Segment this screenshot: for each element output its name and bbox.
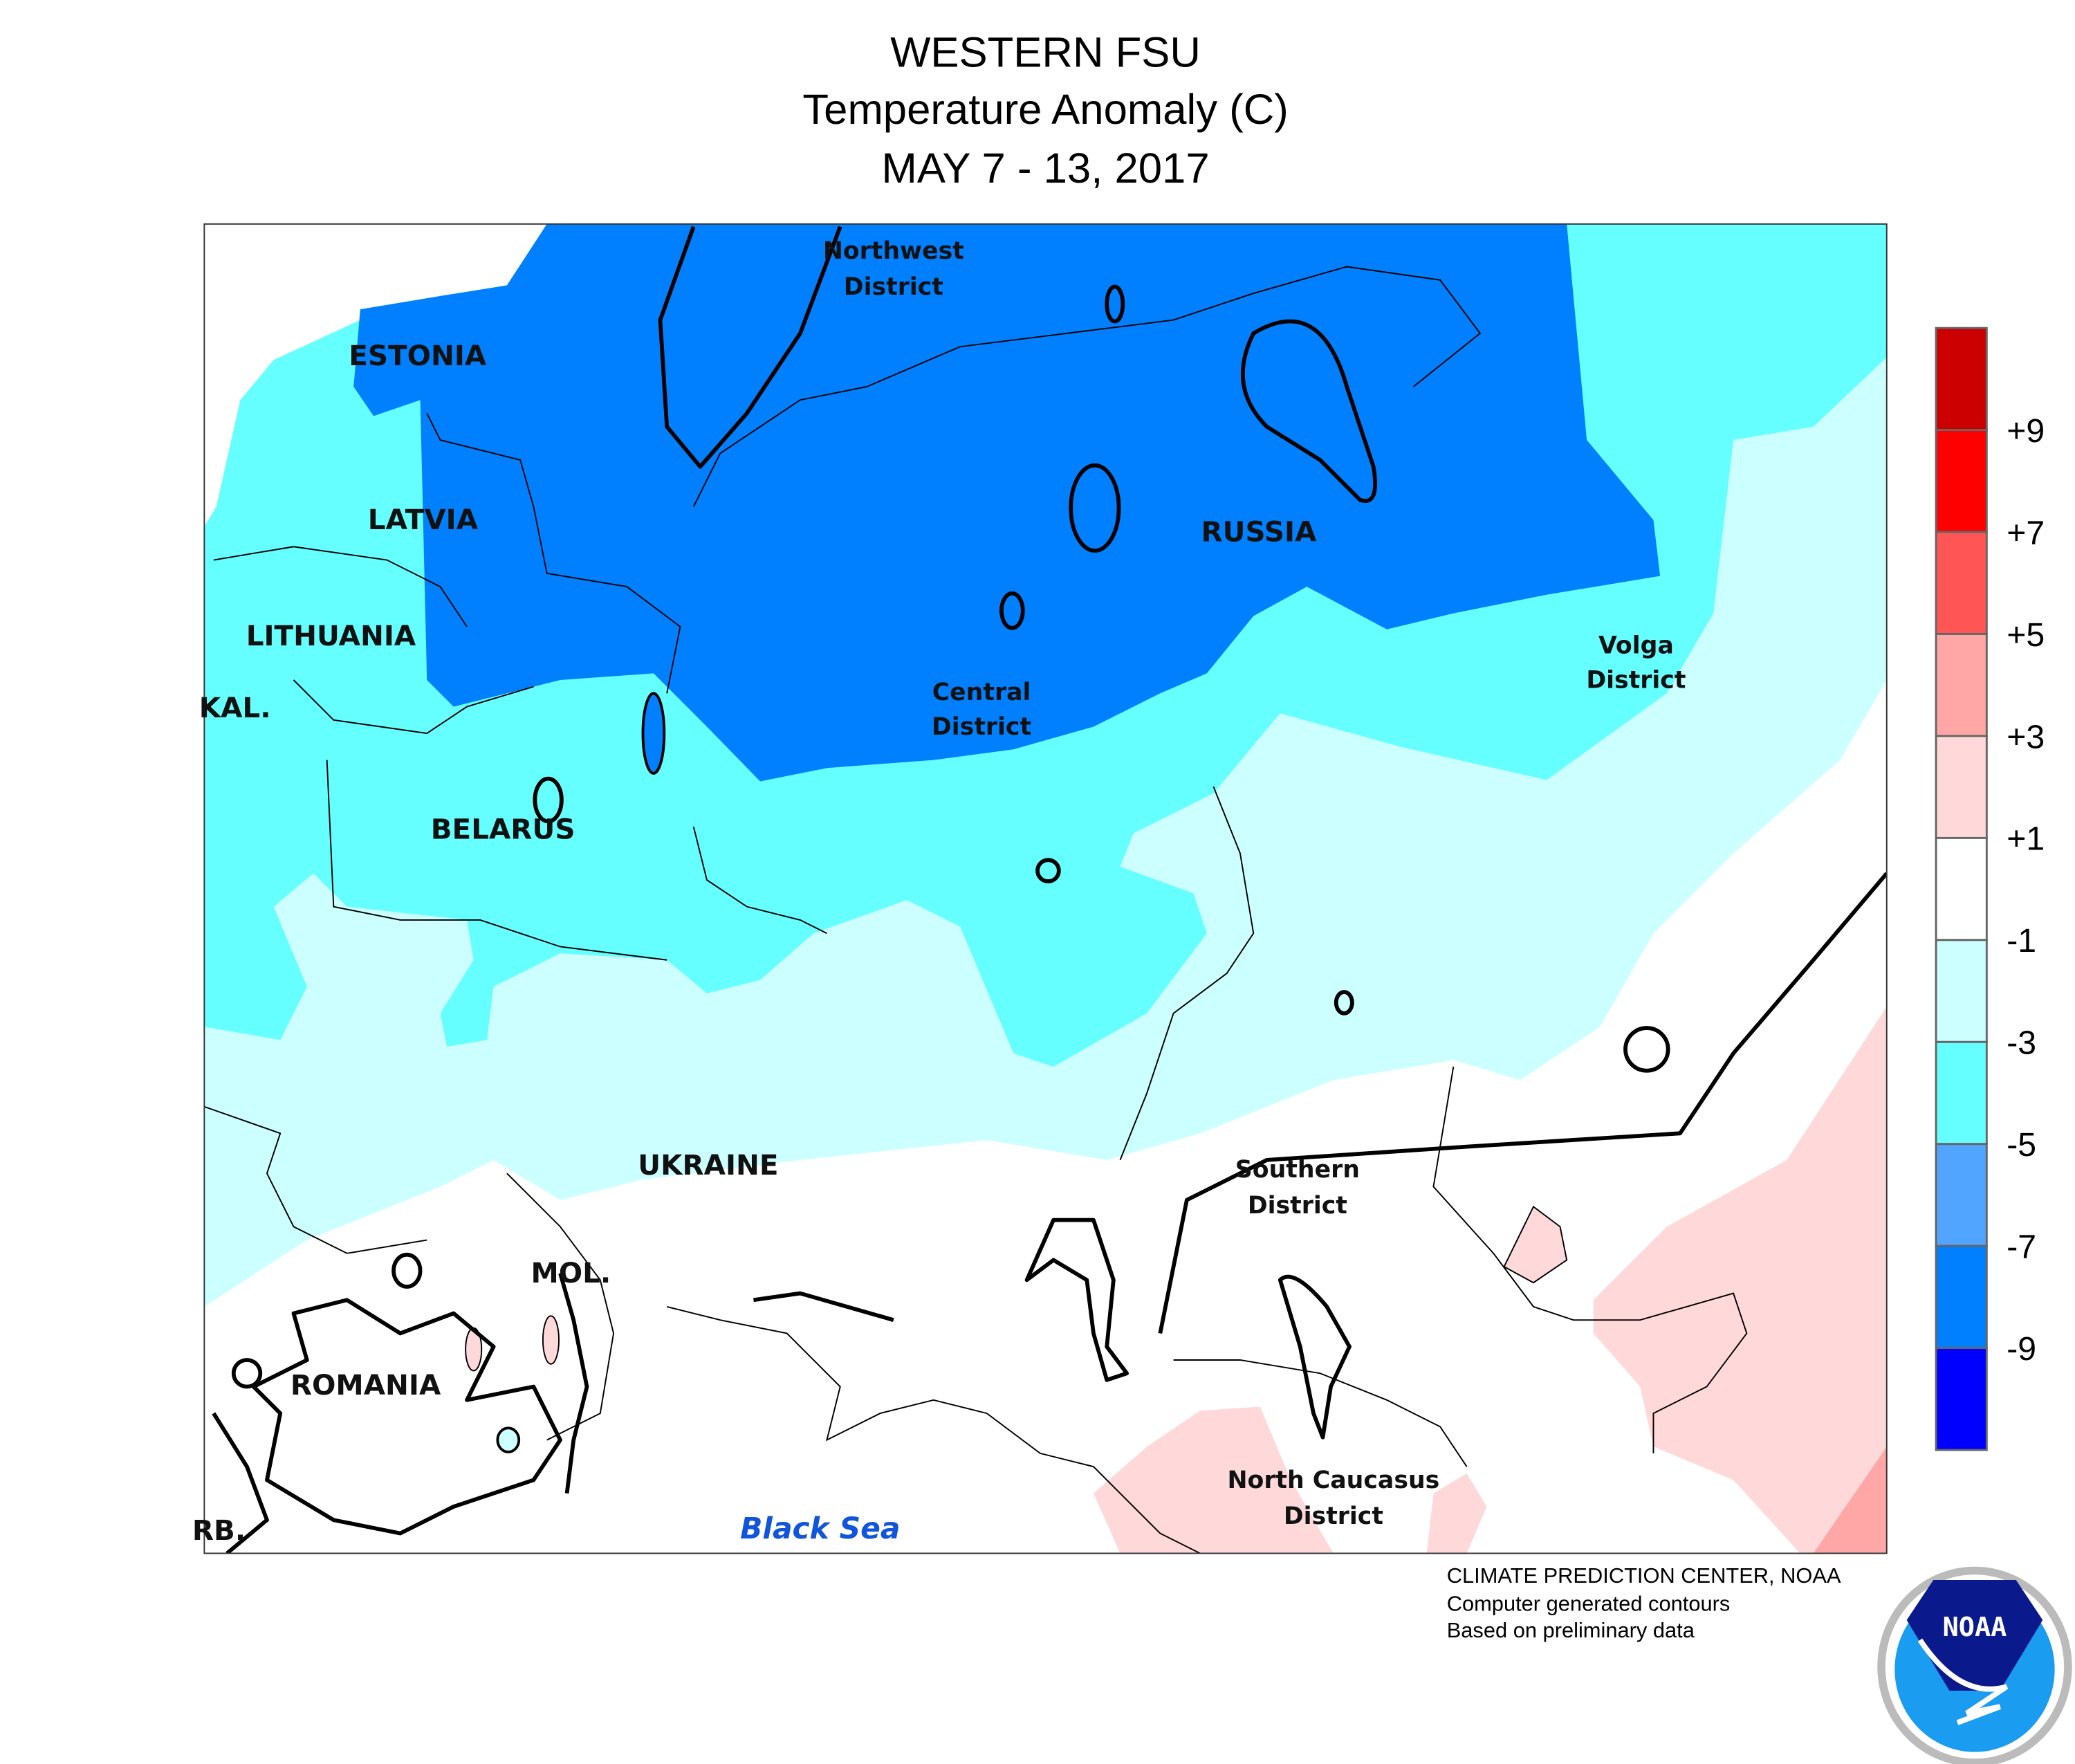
zone-plus1-to-plus3-caucasus-east: [1426, 1473, 1487, 1554]
country-border: [1119, 786, 1255, 1161]
title-region: WESTERN FSU: [890, 28, 1201, 76]
contour-line: [533, 776, 564, 824]
legend-label: +1: [2007, 820, 2045, 858]
country-border: [1173, 1359, 1468, 1467]
color-legend: +9 +7 +5 +3 +1 -1 -3 -5 -7 -9: [1935, 327, 2045, 1451]
label-southern-district: Southern: [1235, 1156, 1360, 1184]
legend-label: -7: [2007, 1229, 2036, 1266]
map-frame: [203, 223, 1888, 1554]
label-north-caucasus-district: North Caucasus: [1227, 1467, 1439, 1494]
label-northwest-district: Northwest: [823, 237, 964, 265]
label-russia: RUSSIA: [1201, 515, 1318, 549]
country-border: [426, 413, 681, 694]
legend-label: +7: [2007, 514, 2045, 551]
contour-line: [1623, 1026, 1670, 1073]
title-dates: MAY 7 - 13, 2017: [881, 145, 1209, 192]
label-lithuania: LITHUANIA: [246, 619, 416, 652]
label-central-district-2: District: [932, 713, 1031, 741]
legend-swatch: [1935, 735, 1988, 839]
credit-preliminary: Based on preliminary data: [1447, 1618, 1695, 1642]
label-moldova: MOL.: [531, 1256, 611, 1289]
title-variable: Temperature Anomaly (C): [802, 86, 1288, 134]
contour-line: [212, 1412, 269, 1554]
legend-swatch: [1935, 1244, 1988, 1350]
country-border: [326, 760, 667, 961]
label-kaliningrad: KAL.: [199, 691, 271, 724]
svg-text:NOAA: NOAA: [1943, 1612, 2007, 1643]
zone-plus1-to-plus3-blob: [1503, 1205, 1568, 1284]
label-central-district: Central: [932, 679, 1031, 706]
zone-plus1-to-plus3-east: [1593, 1007, 1887, 1554]
legend-label: +9: [2007, 412, 2045, 450]
country-border: [692, 266, 1482, 507]
label-southern-district-2: District: [1248, 1192, 1347, 1220]
legend-label: -5: [2007, 1126, 2036, 1164]
label-northwest-district-2: District: [844, 273, 943, 301]
legend-swatch: [1935, 1040, 1988, 1146]
legend-swatch: [1935, 633, 1988, 737]
country-border: [293, 679, 534, 735]
zone-plus1-to-plus3-caucasus: [1093, 1406, 1334, 1554]
noaa-logo: NOAA: [1877, 1566, 2072, 1764]
label-black-sea: Black Sea: [740, 1512, 900, 1545]
legend-label: +5: [2007, 616, 2045, 654]
country-border: [666, 1305, 1201, 1554]
contour-line: [496, 1426, 521, 1453]
contour-line: [1240, 319, 1377, 503]
contour-line: [251, 1298, 562, 1536]
legend-swatch: [1935, 429, 1988, 533]
legend-label: -3: [2007, 1025, 2036, 1062]
label-estonia: ESTONIA: [349, 339, 487, 372]
credit-cpc: CLIMATE PREDICTION CENTER, NOAA: [1447, 1563, 1841, 1588]
contour-line: [1035, 858, 1061, 883]
legend-swatch: [1935, 1143, 1988, 1247]
contour-line: [391, 1252, 423, 1289]
contour-line: [1069, 463, 1121, 553]
country-border: [506, 1173, 615, 1441]
map-panel: Northwest District ESTONIA LATVIA LITHUA…: [192, 223, 1888, 1554]
label-north-caucasus-district-2: District: [1284, 1503, 1383, 1530]
label-latvia: LATVIA: [368, 503, 479, 536]
country-border: [692, 826, 827, 935]
contour-line: [999, 591, 1025, 630]
label-belarus: BELARUS: [431, 812, 575, 845]
contour-line: [1105, 284, 1125, 324]
zone-minus7-to-minus9: [353, 223, 1661, 782]
label-ukraine: UKRAINE: [638, 1148, 778, 1182]
zone-minus7-pocket: [641, 692, 666, 775]
zone-plus1-moldova: [542, 1315, 560, 1365]
credit-contours: Computer generated contours: [1447, 1591, 1731, 1615]
contour-line: [1024, 1218, 1129, 1382]
contour-line: [1158, 872, 1887, 1334]
legend-label: -1: [2007, 922, 2036, 959]
legend-swatch: [1935, 939, 1988, 1043]
country-border: [1432, 1066, 1748, 1453]
contour-line: [558, 1272, 589, 1494]
label-romania: ROMANIA: [290, 1368, 441, 1402]
contour-line: [1334, 990, 1354, 1016]
legend-swatch: [1935, 1347, 1988, 1451]
country-border: [204, 1105, 427, 1254]
contour-line: [1278, 1274, 1352, 1440]
contour-line: [753, 1291, 894, 1322]
label-volga-district-2: District: [1586, 667, 1686, 695]
legend-swatch: [1935, 531, 1988, 635]
legend-swatch: [1935, 836, 1988, 941]
country-border: [213, 546, 468, 627]
legend-label: +3: [2007, 718, 2045, 755]
contour-line: [231, 1358, 263, 1389]
label-volga-district: Volga: [1598, 632, 1674, 659]
label-serbia: RB.: [192, 1514, 246, 1547]
contour-line: [658, 226, 842, 469]
legend-label: -9: [2007, 1330, 2036, 1368]
legend-swatch: [1935, 327, 1988, 432]
